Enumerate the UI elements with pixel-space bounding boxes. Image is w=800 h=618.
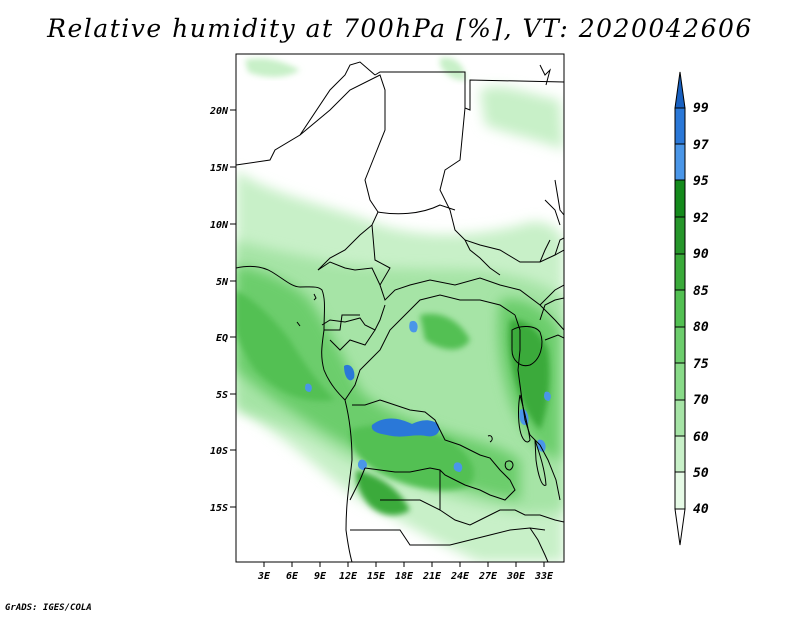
- colorbar-label: 75: [693, 357, 709, 372]
- colorbar-label: 92: [693, 211, 709, 226]
- latitude-axis: 20N 15N 10N 5N EQ 5S 10S 15S: [209, 106, 236, 514]
- credit-text: GrADS: IGES/COLA: [5, 603, 92, 613]
- colorbar-swatch: [674, 435, 686, 473]
- colorbar-upper-triangle: [674, 71, 686, 109]
- colorbar-label: 85: [693, 284, 709, 299]
- lon-label: 33E: [534, 571, 554, 582]
- colorbar-swatch: [674, 362, 686, 401]
- lat-label: 15S: [210, 503, 228, 514]
- colorbar-label: 60: [693, 430, 709, 445]
- plot-frame: [235, 53, 565, 563]
- humidity-field: [236, 54, 564, 562]
- colorbar-swatch: [674, 143, 686, 181]
- lon-label: 21E: [422, 571, 442, 582]
- lon-label: 9E: [314, 571, 327, 582]
- colorbar-swatch: [674, 399, 686, 437]
- colorbar: 40 50 60 70 75 80 85 90 92 95 97 99: [674, 71, 709, 546]
- colorbar-swatch: [674, 471, 686, 510]
- lon-label: 27E: [478, 571, 498, 582]
- lon-label: 3E: [257, 571, 271, 582]
- colorbar-label: 99: [693, 101, 709, 116]
- lat-label: EQ: [216, 333, 228, 344]
- lat-label: 20N: [209, 106, 229, 117]
- lon-label: 15E: [367, 571, 386, 582]
- colorbar-label: 80: [693, 320, 709, 335]
- colorbar-swatch: [674, 179, 686, 218]
- chart-title: Relative humidity at 700hPa [%], VT: 202…: [47, 14, 753, 43]
- colorbar-label: 70: [693, 393, 709, 408]
- colorbar-label: 97: [693, 138, 709, 153]
- colorbar-swatch: [674, 326, 686, 364]
- colorbar-label: 50: [693, 466, 709, 481]
- lon-label: 30E: [506, 571, 526, 582]
- lat-label: 10S: [210, 446, 228, 457]
- colorbar-swatch: [674, 289, 686, 328]
- country-borders: [236, 61, 564, 562]
- lat-label: 5S: [216, 390, 228, 401]
- colorbar-label: 95: [693, 174, 709, 189]
- colorbar-swatch: [674, 253, 686, 291]
- colorbar-label: 90: [693, 247, 709, 262]
- colorbar-swatch: [674, 216, 686, 255]
- colorbar-lower-triangle: [674, 508, 686, 546]
- lat-label: 5N: [216, 277, 229, 288]
- lon-label: 18E: [395, 571, 414, 582]
- lon-label: 6E: [286, 571, 299, 582]
- lat-label: 15N: [210, 163, 229, 174]
- colorbar-swatch: [674, 107, 686, 145]
- lat-label: 10N: [210, 220, 229, 231]
- longitude-axis: 3E 6E 9E 12E 15E 18E 21E 24E 27E 30E 33E: [257, 562, 554, 582]
- lon-label: 12E: [339, 571, 358, 582]
- colorbar-label: 40: [693, 502, 709, 517]
- lon-label: 24E: [450, 571, 470, 582]
